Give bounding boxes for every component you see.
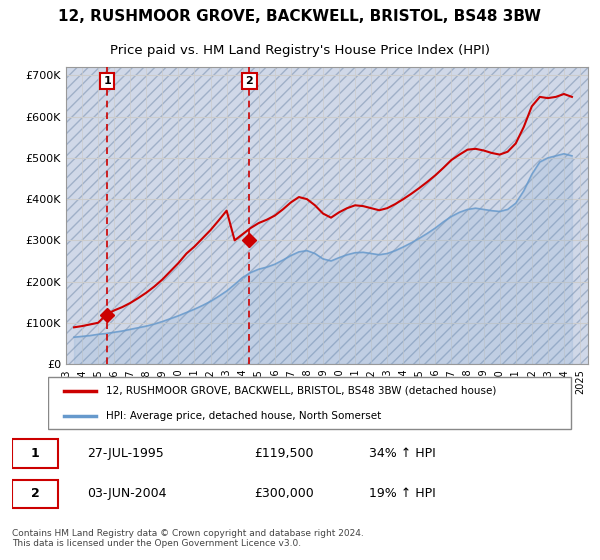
Text: 03-JUN-2004: 03-JUN-2004: [87, 487, 166, 501]
Text: £119,500: £119,500: [254, 447, 313, 460]
Text: 1: 1: [103, 76, 111, 86]
Text: 1: 1: [31, 447, 40, 460]
Text: 27-JUL-1995: 27-JUL-1995: [87, 447, 164, 460]
Text: 2: 2: [245, 76, 253, 86]
Text: 19% ↑ HPI: 19% ↑ HPI: [369, 487, 436, 501]
FancyBboxPatch shape: [12, 479, 58, 508]
FancyBboxPatch shape: [12, 439, 58, 468]
Text: Price paid vs. HM Land Registry's House Price Index (HPI): Price paid vs. HM Land Registry's House …: [110, 44, 490, 57]
Text: 34% ↑ HPI: 34% ↑ HPI: [369, 447, 436, 460]
Text: 2: 2: [31, 487, 40, 501]
FancyBboxPatch shape: [48, 377, 571, 429]
Text: £300,000: £300,000: [254, 487, 314, 501]
Text: 12, RUSHMOOR GROVE, BACKWELL, BRISTOL, BS48 3BW: 12, RUSHMOOR GROVE, BACKWELL, BRISTOL, B…: [59, 10, 542, 24]
Text: Contains HM Land Registry data © Crown copyright and database right 2024.
This d: Contains HM Land Registry data © Crown c…: [12, 529, 364, 548]
Text: 12, RUSHMOOR GROVE, BACKWELL, BRISTOL, BS48 3BW (detached house): 12, RUSHMOOR GROVE, BACKWELL, BRISTOL, B…: [106, 386, 496, 396]
Text: HPI: Average price, detached house, North Somerset: HPI: Average price, detached house, Nort…: [106, 410, 382, 421]
